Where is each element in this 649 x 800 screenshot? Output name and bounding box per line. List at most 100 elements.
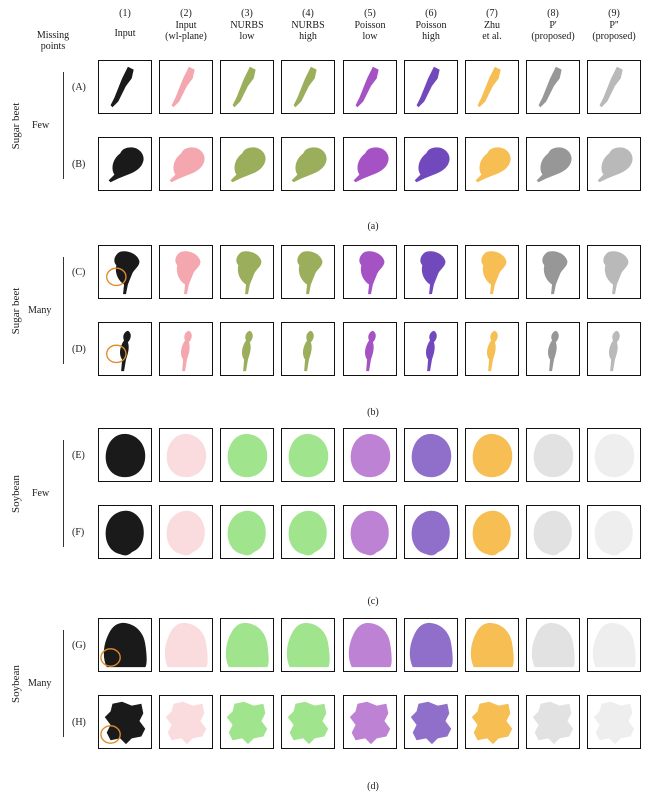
- leaf-shape: [166, 510, 205, 556]
- leaf-reconstruction: [106, 330, 131, 372]
- leaf-shape: [227, 510, 266, 556]
- result-thumbnail: [98, 505, 152, 559]
- result-thumbnail: [587, 505, 641, 559]
- leaf-reconstruction: [542, 251, 568, 295]
- leaf-shape: [472, 510, 511, 556]
- leaf-shape: [538, 66, 562, 108]
- column-header: Input (wl-plane): [165, 20, 207, 42]
- leaf-shape: [471, 701, 513, 745]
- leaf-reconstruction: [536, 147, 572, 183]
- leaf-reconstruction: [175, 251, 201, 295]
- leaf-reconstruction: [171, 66, 195, 108]
- leaf-reconstruction: [416, 66, 440, 108]
- result-thumbnail: [281, 60, 335, 114]
- leaf-reconstruction: [288, 433, 329, 478]
- result-thumbnail: [587, 695, 641, 749]
- leaf-shape: [288, 510, 327, 556]
- result-thumbnail: [526, 618, 580, 672]
- leaf-reconstruction: [411, 510, 450, 556]
- row-label: (D): [72, 344, 86, 355]
- column-header: P' (proposed): [531, 20, 575, 42]
- leaf-shape: [481, 251, 507, 295]
- leaf-shape: [350, 510, 389, 556]
- result-thumbnail: [220, 137, 274, 191]
- result-thumbnail: [159, 60, 213, 114]
- row-label: (F): [72, 527, 85, 538]
- leaf-shape: [227, 433, 268, 478]
- leaf-reconstruction: [288, 510, 327, 556]
- leaf-reconstruction: [166, 433, 207, 478]
- leaf-shape: [286, 622, 330, 668]
- result-thumbnail: [98, 695, 152, 749]
- column-header: Poisson low: [354, 20, 386, 42]
- leaf-shape: [414, 147, 450, 183]
- leaf-reconstruction: [166, 510, 205, 556]
- leaf-reconstruction: [227, 510, 266, 556]
- leaf-shape: [226, 701, 268, 745]
- leaf-shape: [105, 510, 144, 556]
- leaf-reconstruction: [411, 433, 452, 478]
- leaf-shape: [288, 433, 329, 478]
- leaf-shape: [599, 66, 623, 108]
- column-header: Zhu et al.: [482, 20, 502, 42]
- column-header: NURBS high: [291, 20, 325, 42]
- result-thumbnail: [465, 428, 519, 482]
- leaf-shape: [181, 330, 192, 372]
- result-thumbnail: [465, 618, 519, 672]
- leaf-reconstruction: [355, 66, 379, 108]
- missing-amount-label: Many: [28, 677, 52, 689]
- leaf-shape: [104, 701, 146, 745]
- leaf-shape: [536, 147, 572, 183]
- leaf-shape: [230, 147, 266, 183]
- leaf-reconstruction: [236, 251, 262, 295]
- result-thumbnail: [465, 505, 519, 559]
- leaf-shape: [533, 510, 572, 556]
- leaf-shape: [409, 622, 453, 668]
- leaf-reconstruction: [477, 66, 501, 108]
- leaf-reconstruction: [226, 701, 268, 745]
- leaf-reconstruction: [169, 147, 205, 183]
- result-thumbnail: [220, 245, 274, 299]
- leaf-shape: [114, 251, 140, 295]
- leaf-shape: [171, 66, 195, 108]
- leaf-reconstruction: [594, 510, 633, 556]
- panel-caption: (a): [367, 221, 379, 232]
- result-thumbnail: [159, 695, 213, 749]
- leaf-shape: [410, 701, 452, 745]
- leaf-shape: [470, 622, 514, 668]
- result-thumbnail: [343, 245, 397, 299]
- panel-caption: (b): [367, 407, 379, 418]
- leaf-reconstruction: [471, 701, 513, 745]
- result-thumbnail: [587, 618, 641, 672]
- leaf-reconstruction: [603, 251, 629, 295]
- leaf-reconstruction: [538, 66, 562, 108]
- leaf-shape: [592, 622, 636, 668]
- leaf-reconstruction: [481, 251, 507, 295]
- result-thumbnail: [281, 322, 335, 376]
- group-bracket: [63, 257, 64, 364]
- leaf-shape: [166, 433, 207, 478]
- result-thumbnail: [98, 618, 152, 672]
- result-thumbnail: [343, 137, 397, 191]
- result-thumbnail: [404, 60, 458, 114]
- leaf-reconstruction: [164, 622, 208, 668]
- result-thumbnail: [220, 695, 274, 749]
- leaf-reconstruction: [181, 330, 192, 372]
- row-label: (A): [72, 82, 86, 93]
- result-thumbnail: [281, 245, 335, 299]
- leaf-reconstruction: [225, 622, 269, 668]
- panel-caption: (d): [367, 781, 379, 792]
- leaf-shape: [416, 66, 440, 108]
- result-thumbnail: [404, 137, 458, 191]
- result-thumbnail: [404, 505, 458, 559]
- leaf-shape: [350, 433, 391, 478]
- leaf-shape: [542, 251, 568, 295]
- leaf-reconstruction: [359, 251, 385, 295]
- group-bracket: [63, 72, 64, 179]
- leaf-reconstruction: [475, 147, 511, 183]
- leaf-reconstruction: [106, 251, 140, 295]
- leaf-reconstruction: [599, 66, 623, 108]
- leaf-reconstruction: [533, 433, 574, 478]
- leaf-shape: [242, 330, 253, 372]
- column-header: P'' (proposed): [592, 20, 636, 42]
